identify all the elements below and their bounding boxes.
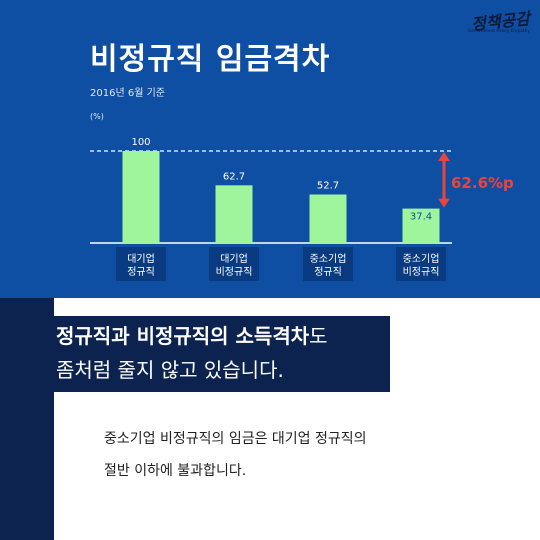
category-label-1: 정규직 [127,266,155,278]
bar-chart: 100대기업정규직62.7대기업비정규직52.7중소기업정규직37.4중소기업비… [90,137,514,281]
category-label-2: 대기업 [220,252,248,265]
category-label-2: 비정규직 [216,266,253,278]
bar-4 [402,208,440,243]
category-box-4 [396,247,446,281]
left-band [0,298,54,540]
data-label-3: 52.7 [317,181,339,192]
category-box-3 [303,247,353,281]
chart-panel [0,0,540,298]
chart-subtitle: 2016년 6월 기준 [90,88,165,99]
category-label-4: 비정규직 [403,266,440,278]
gap-annotation: 62.6%p [451,174,514,192]
body-line-1: 중소기업 비정규직의 임금은 대기업 정규직의 [104,431,367,447]
category-label-3: 중소기업 [310,252,347,265]
chart-title: 비정규직 임금격차 [90,42,331,77]
category-box-2 [209,247,259,281]
gap-arrow-head-top [438,152,450,161]
headline-line-2: 좀처럼 줄지 않고 있습니다. [56,358,284,382]
unit-label: (%) [90,112,104,121]
headline-rest: 도 [309,324,328,348]
category-label-1: 대기업 [127,252,155,265]
bar-2 [215,185,253,243]
data-label-4: 37.4 [410,212,432,223]
category-label-4: 중소기업 [403,252,440,265]
data-label-1: 100 [131,137,150,148]
data-label-2: 62.7 [223,171,245,182]
body-line-2: 절반 이하에 불과합니다. [104,463,247,479]
logo-subtitle: Government Policy Empathy [468,28,530,33]
bar-3 [309,194,347,243]
category-box-1 [116,247,166,281]
bar-1 [122,151,160,243]
headline-line-1: 정규직과 비정규직의 소득격차도 [56,320,328,349]
headline-box [54,316,390,392]
category-label-3: 정규직 [314,266,342,278]
headline-bold: 정규직과 비정규직의 소득격차 [56,324,310,348]
gap-arrow-head-bottom [438,198,450,208]
